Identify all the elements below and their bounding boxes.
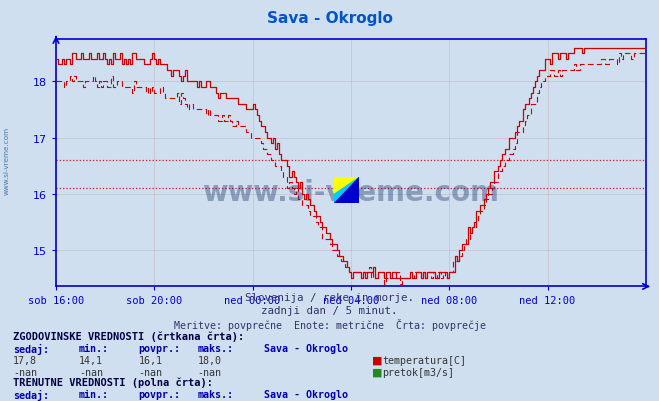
Text: 18,0: 18,0 — [198, 355, 221, 365]
Text: www.si-vreme.com: www.si-vreme.com — [202, 179, 500, 207]
Text: Slovenija / reke in morje.: Slovenija / reke in morje. — [245, 292, 414, 302]
Text: Sava - Okroglo: Sava - Okroglo — [264, 389, 347, 399]
Text: -nan: -nan — [198, 367, 221, 377]
Text: maks.:: maks.: — [198, 343, 234, 353]
Polygon shape — [335, 178, 360, 195]
Text: maks.:: maks.: — [198, 389, 234, 399]
Text: pretok[m3/s]: pretok[m3/s] — [382, 367, 454, 377]
Polygon shape — [335, 178, 360, 204]
Text: Sava - Okroglo: Sava - Okroglo — [266, 11, 393, 26]
Text: povpr.:: povpr.: — [138, 389, 181, 399]
Text: ZGODOVINSKE VREDNOSTI (črtkana črta):: ZGODOVINSKE VREDNOSTI (črtkana črta): — [13, 331, 244, 341]
Text: povpr.:: povpr.: — [138, 343, 181, 353]
Text: Meritve: povprečne  Enote: metrične  Črta: povprečje: Meritve: povprečne Enote: metrične Črta:… — [173, 318, 486, 330]
Text: 16,1: 16,1 — [138, 355, 162, 365]
Text: -nan: -nan — [13, 367, 37, 377]
Polygon shape — [335, 178, 360, 204]
Text: ■: ■ — [372, 355, 383, 365]
Text: -nan: -nan — [79, 367, 103, 377]
Text: min.:: min.: — [79, 389, 109, 399]
Text: Sava - Okroglo: Sava - Okroglo — [264, 343, 347, 353]
Text: zadnji dan / 5 minut.: zadnji dan / 5 minut. — [261, 305, 398, 315]
Text: ■: ■ — [372, 367, 383, 377]
Text: 14,1: 14,1 — [79, 355, 103, 365]
Text: www.si-vreme.com: www.si-vreme.com — [3, 126, 10, 194]
Text: 17,8: 17,8 — [13, 355, 37, 365]
Text: sedaj:: sedaj: — [13, 389, 49, 399]
Text: sedaj:: sedaj: — [13, 343, 49, 354]
Text: TRENUTNE VREDNOSTI (polna črta):: TRENUTNE VREDNOSTI (polna črta): — [13, 377, 213, 387]
Text: temperatura[C]: temperatura[C] — [382, 355, 466, 365]
Text: -nan: -nan — [138, 367, 162, 377]
Text: min.:: min.: — [79, 343, 109, 353]
